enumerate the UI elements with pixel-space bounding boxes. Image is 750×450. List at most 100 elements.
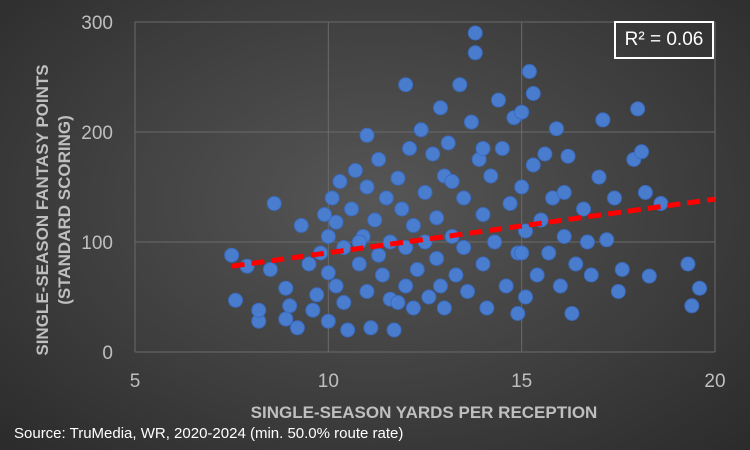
scatter-points [224,25,708,338]
data-point [552,278,568,294]
data-point [320,313,336,329]
data-point [359,127,375,143]
data-point [684,298,700,314]
data-point [510,306,526,321]
y-tick-label: 100 [81,233,113,254]
data-point [529,267,545,283]
x-tick-label: 15 [511,371,532,392]
data-point [328,278,344,294]
y-tick-label: 300 [81,13,113,34]
data-point [282,298,298,314]
data-point [351,256,367,272]
data-point [309,287,325,303]
data-point [328,214,344,230]
data-point [444,174,460,189]
trendline-layer [231,196,716,269]
data-point [487,234,503,250]
data-point [363,320,379,336]
data-point [316,207,332,222]
data-point [293,218,309,233]
data-point [637,185,653,200]
data-point [224,247,240,263]
data-point [417,185,433,200]
trendline [231,196,716,269]
data-point [228,292,244,308]
data-point [541,245,557,261]
data-point [251,302,267,318]
data-point [483,168,499,184]
data-point [514,104,530,120]
data-point [432,100,448,116]
data-point [498,278,514,294]
data-point [467,25,483,41]
r-squared-annotation: R² = 0.06 [614,21,714,59]
data-point [344,201,360,217]
data-point [359,284,375,299]
data-point [371,247,387,263]
data-point [398,278,414,294]
data-point [278,280,294,296]
data-point [405,300,421,316]
y-axis-title: SINGLE-SEASON FANTASY POINTS [33,64,52,355]
y-tick-label: 0 [102,343,113,364]
data-point [556,229,572,244]
data-point [502,196,518,211]
data-point [320,265,336,281]
x-tick-label: 20 [704,371,725,392]
data-point [390,295,406,310]
data-point [537,146,553,162]
data-point [394,201,410,217]
data-point [479,300,495,316]
source-note: Source: TruMedia, WR, 2020-2024 (min. 50… [14,425,404,442]
tick-labels: 0 100 200 300 5 10 15 20 [81,13,725,392]
data-point [347,163,363,178]
data-point [494,141,510,156]
data-point [405,218,421,233]
data-point [475,141,491,156]
data-point [595,112,611,128]
data-point [289,320,305,336]
data-point [514,179,530,195]
data-point [448,267,464,283]
data-point [413,122,429,138]
data-point [390,170,406,186]
y-tick-label: 200 [81,123,113,144]
data-point [367,212,383,228]
data-point [606,190,622,206]
data-point [262,262,278,277]
data-point [475,256,491,272]
x-tick-label: 5 [130,371,141,392]
data-point [266,196,282,211]
data-point [579,234,595,250]
data-point [514,245,530,261]
data-point [475,207,491,222]
x-axis-title: SINGLE-SEASON YARDS PER RECEPTION [251,403,598,422]
data-point [634,144,650,160]
data-point [371,152,387,167]
data-point [490,92,506,108]
data-point [332,174,348,189]
data-point [591,169,607,185]
data-point [518,289,534,305]
data-point [340,322,356,338]
data-point [525,157,541,173]
data-point [425,146,441,162]
data-point [429,251,445,266]
data-point [610,284,626,299]
data-point [278,311,294,327]
data-point [568,256,584,272]
data-point [564,306,580,321]
data-point [432,278,448,294]
data-point [583,267,599,283]
data-point [421,289,437,305]
data-point [576,201,592,217]
data-point [320,229,336,244]
data-point [429,210,445,226]
data-point [460,284,476,299]
data-point [456,190,472,206]
data-point [463,114,479,130]
data-point [374,267,390,283]
data-point [560,148,576,164]
data-point [386,322,402,338]
data-point [548,121,564,137]
